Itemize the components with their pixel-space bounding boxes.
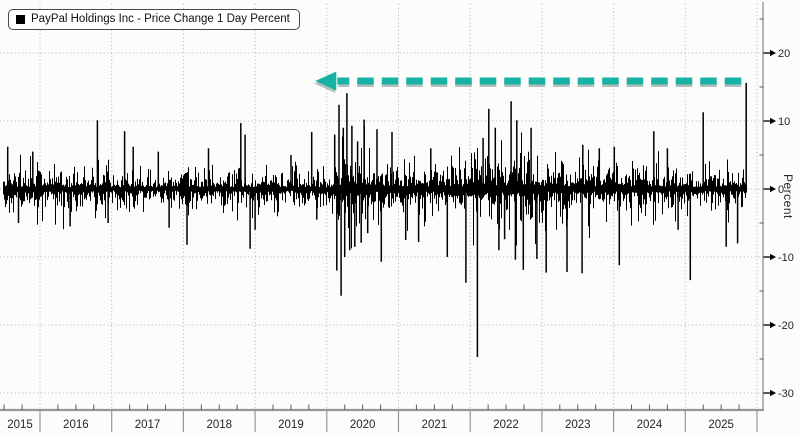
y-axis: 20 10 0 -10 -20 -30 [759,2,794,411]
y-major-tick-arrow [770,253,776,261]
y-axis-title: Percent [781,174,795,219]
x-axis: 2015 2016 2017 2018 2019 2020 2021 2022 2023 2024… [0,404,764,432]
y-tick-label: 20 [778,48,790,60]
trend-arrow-annotation [314,71,742,93]
x-year-label: 2017 [135,419,161,431]
y-tick-label: 10 [778,116,790,128]
x-year-label: 2022 [493,419,519,431]
price-change-bars [3,82,747,357]
x-year-label: 2023 [565,419,591,431]
x-year-label: 2025 [708,419,734,431]
x-year-label: 2020 [350,419,376,431]
x-year-label: 2016 [63,419,89,431]
y-tick-label: -20 [778,320,794,332]
x-year-label: 2024 [637,419,663,431]
legend-series-label: PayPal Holdings Inc - Price Change 1 Day… [31,13,290,25]
daily-bars [3,126,747,249]
x-year-label: 2015 [7,419,33,431]
x-year-label: 2021 [422,419,448,431]
y-major-tick-arrow [770,49,776,57]
y-tick-label: 0 [778,184,784,196]
y-major-tick-arrow [770,185,776,193]
legend: PayPal Holdings Inc - Price Change 1 Day… [8,9,300,30]
x-year-label: 2019 [278,419,304,431]
notable-move-bars [6,82,747,357]
arrow-head [315,71,337,91]
y-tick-label: -10 [778,252,794,264]
y-major-tick-arrow [770,321,776,329]
y-major-tick-arrow [770,389,776,397]
vertical-gridlines [39,4,758,410]
x-year-label: 2018 [206,419,232,431]
legend-marker-swatch [16,14,25,24]
y-tick-label: -30 [778,388,794,400]
y-major-tick-arrow [770,117,776,125]
